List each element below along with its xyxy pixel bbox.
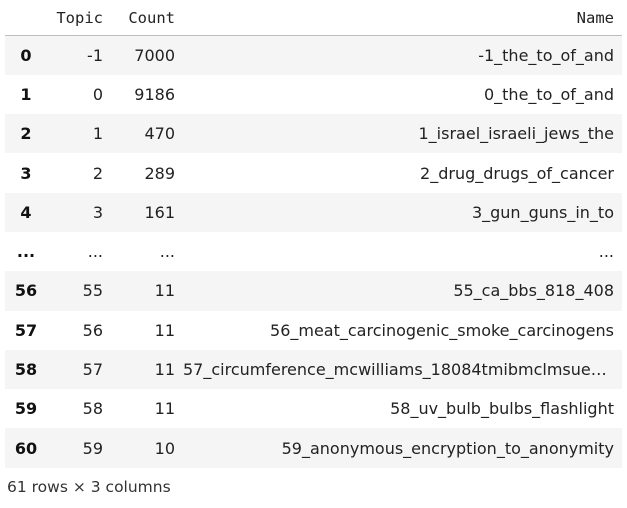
table-row: 2 1 470 1_israel_israeli_jews_the: [5, 114, 622, 154]
index-column-header: [5, 0, 47, 36]
name-cell: 1_israel_israeli_jews_the: [418, 124, 615, 144]
count-cell: 9186: [134, 84, 175, 104]
table-body: 0 -1 7000 -1_the_to_of_and 1 0 9186 0_th…: [5, 35, 622, 468]
topic-cell: 2: [92, 163, 103, 183]
count-cell: 11: [154, 399, 175, 419]
table-shape-summary: 61 rows × 3 columns: [7, 478, 171, 496]
table-row: 58 57 11 57_circumference_mcwilliams_180…: [5, 349, 622, 390]
name-cell: 56_meat_carcinogenic_smoke_carcinogens: [270, 320, 614, 340]
header-row: Topic Count Name: [5, 0, 622, 36]
name-cell: 55_ca_bbs_818_408: [453, 281, 614, 301]
topic-cell: 57: [82, 360, 103, 380]
row-index: 1: [20, 84, 32, 104]
table-row: 1 0 9186 0_the_to_of_and: [5, 74, 622, 115]
count-cell: ...: [159, 242, 175, 262]
topic-cell: 3: [92, 202, 103, 222]
name-cell: 2_drug_drugs_of_cancer: [420, 163, 614, 183]
table-row: 59 58 11 58_uv_bulb_bulbs_flashlight: [5, 389, 622, 429]
row-index: 4: [20, 202, 32, 222]
row-index: 3: [20, 163, 32, 183]
count-cell: 11: [154, 281, 175, 301]
table-header: Topic Count Name: [5, 0, 622, 36]
topic-cell: 58: [82, 399, 103, 419]
name-cell: ...: [598, 242, 614, 262]
row-index: 59: [14, 399, 38, 419]
name-cell: 57_circumference_mcwilliams_18084tmibmcl…: [183, 360, 622, 380]
topic-cell: 0: [92, 84, 103, 104]
name-cell: 58_uv_bulb_bulbs_flashlight: [390, 399, 614, 419]
topic-cell: -1: [87, 45, 103, 65]
count-cell: 10: [154, 438, 175, 458]
table-row: 57 56 11 56_meat_carcinogenic_smoke_carc…: [5, 310, 622, 350]
dataframe-table: Topic Count Name 0 -1 7000 -1_the_to_of_…: [5, 0, 622, 468]
table-row: 60 59 10 59_anonymous_encryption_to_anon…: [5, 428, 622, 468]
row-index: 57: [14, 320, 38, 340]
count-cell: 289: [144, 163, 175, 183]
column-header-count: Count: [111, 0, 183, 36]
ellipsis-row: ... ... ... ...: [5, 231, 622, 272]
column-header-topic: Topic: [47, 0, 111, 36]
row-index: ...: [16, 242, 36, 262]
name-cell: -1_the_to_of_and: [478, 45, 614, 65]
topic-cell: 59: [82, 438, 103, 458]
row-index: 56: [14, 281, 38, 301]
count-cell: 470: [144, 124, 175, 144]
topic-cell: 1: [92, 124, 103, 144]
table-row: 3 2 289 2_drug_drugs_of_cancer: [5, 153, 622, 193]
count-cell: 161: [144, 202, 175, 222]
row-index: 60: [14, 438, 38, 458]
row-index: 58: [14, 360, 38, 380]
name-cell: 3_gun_guns_in_to: [471, 202, 614, 222]
table-row: 0 -1 7000 -1_the_to_of_and: [5, 35, 622, 75]
topic-cell: ...: [87, 242, 103, 262]
count-cell: 11: [154, 320, 175, 340]
topic-cell: 55: [82, 281, 103, 301]
name-cell: 0_the_to_of_and: [483, 84, 614, 104]
name-cell: 59_anonymous_encryption_to_anonymity: [281, 438, 614, 458]
table-row: 4 3 161 3_gun_guns_in_to: [5, 192, 622, 232]
row-index: 2: [20, 124, 32, 144]
topic-cell: 56: [82, 320, 103, 340]
row-index: 0: [20, 45, 32, 65]
column-header-name: Name: [183, 0, 622, 36]
count-cell: 11: [154, 360, 175, 380]
count-cell: 7000: [134, 45, 175, 65]
table-row: 56 55 11 55_ca_bbs_818_408: [5, 271, 622, 311]
